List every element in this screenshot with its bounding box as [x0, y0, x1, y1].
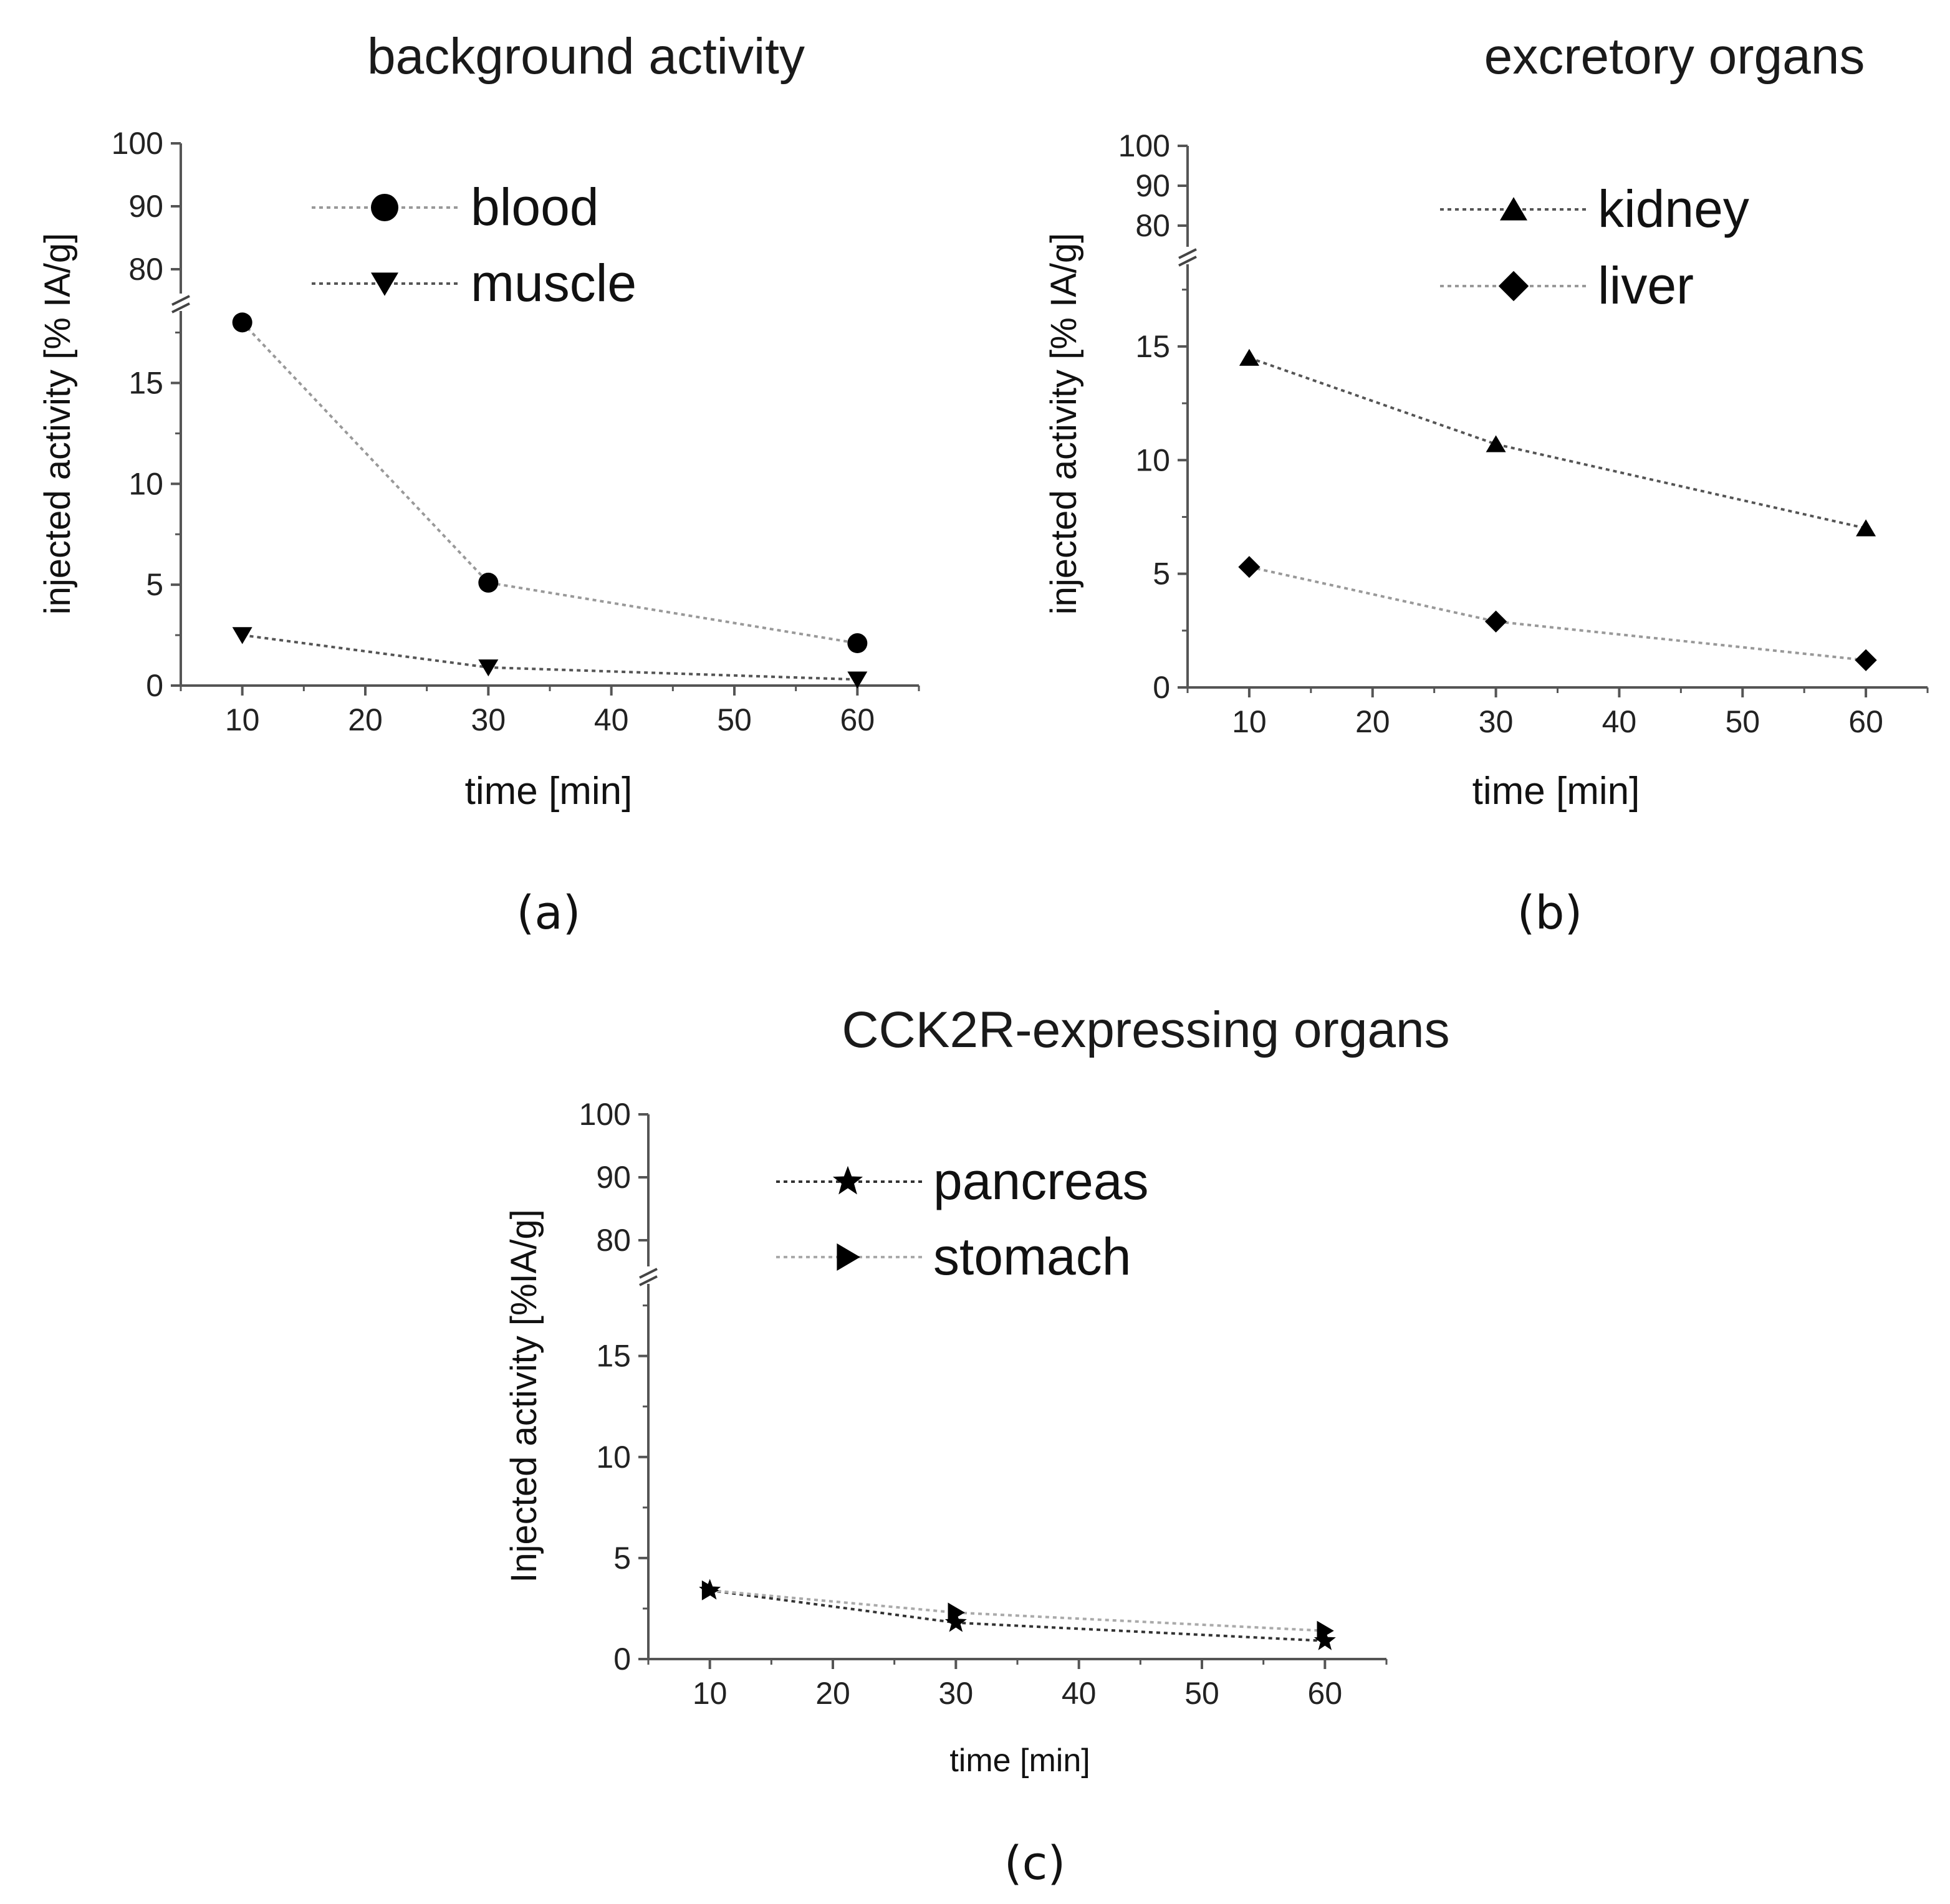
axis-break-mark [639, 1275, 658, 1286]
y-tick-label: 15 [596, 1339, 631, 1374]
x-tick-label: 20 [815, 1676, 850, 1711]
y-axis-label-c: Injected activity [%IA/g] [504, 1209, 544, 1583]
y-tick-label: 80 [128, 252, 163, 287]
plot-area-a: 10 20 30 40 50 60 0 5 10 15 80 90 100 blood muscle [112, 126, 920, 737]
y-tick-label: 0 [146, 668, 163, 703]
data-point-liver [1484, 610, 1507, 633]
y-tick-label: 5 [613, 1541, 631, 1576]
x-tick-label: 40 [1062, 1676, 1097, 1711]
panel-c: CCK2R-expressing organs 10 20 30 40 50 600510… [504, 1002, 1450, 1890]
y-tick-label: 90 [128, 189, 163, 224]
legend-label-pancreas: pancreas [933, 1152, 1149, 1210]
x-tick-label: 20 [1355, 704, 1390, 739]
chart-title-c: CCK2R-expressing organs [842, 1002, 1449, 1058]
plot-area-c: 10 20 30 40 50 60 0 5 10 15 80 90 100 pancreas stomach [579, 1097, 1388, 1711]
axis-break-mark [171, 302, 190, 313]
legend-marker-blood [371, 194, 398, 221]
x-tick-label: 50 [717, 702, 752, 737]
data-point-muscle [232, 627, 252, 644]
legend-marker-liver [1498, 270, 1529, 302]
y-tick-label: 10 [128, 466, 163, 501]
axis-break-mark [1178, 256, 1197, 267]
y-axis-label-a: injected activity [% IA/g] [37, 233, 78, 615]
y-tick-label: 0 [613, 1642, 631, 1677]
y-tick-label: 5 [1153, 557, 1170, 591]
panel-label-a: (a) [516, 886, 580, 940]
legend-label-liver: liver [1598, 256, 1694, 315]
y-tick-label: 15 [128, 365, 163, 400]
plot-area-b: 10 20 30 40 50 60 0 5 10 15 80 90 100 kidney liver [1118, 128, 1929, 739]
x-axis-label-a: time [min] [465, 770, 633, 813]
data-point-pancreas [944, 1611, 967, 1632]
y-tick-label: 90 [596, 1160, 631, 1195]
y-tick-label: 10 [596, 1440, 631, 1475]
x-axis-label-b: time [min] [1472, 770, 1640, 813]
data-point-stomach [1317, 1620, 1334, 1641]
panel-label-b: (b) [1517, 886, 1583, 940]
data-point-liver [1855, 649, 1877, 671]
data-point-kidney [1239, 348, 1259, 366]
x-tick-label: 10 [693, 1676, 728, 1711]
data-point-kidney [1486, 435, 1506, 452]
x-tick-label: 20 [348, 702, 383, 737]
legend-label-stomach: stomach [933, 1227, 1131, 1286]
y-tick-label: 5 [146, 567, 163, 602]
legend-marker-stomach [837, 1243, 860, 1271]
data-point-blood [847, 633, 868, 654]
x-axis-label-c: time [min] [949, 1743, 1090, 1779]
x-tick-label: 30 [939, 1676, 974, 1711]
x-tick-label: 10 [225, 702, 260, 737]
legend-marker-pancreas [832, 1165, 863, 1195]
y-tick-label: 100 [112, 126, 163, 161]
data-point-stomach [701, 1580, 719, 1600]
y-tick-label: 90 [1135, 168, 1170, 203]
x-tick-label: 40 [1602, 704, 1637, 739]
y-tick-label: 100 [1118, 128, 1170, 163]
legend-label-kidney: kidney [1598, 179, 1749, 238]
data-point-blood [232, 312, 252, 333]
data-point-kidney [1856, 519, 1876, 537]
data-point-blood [478, 572, 499, 593]
series-line-liver [1249, 565, 1866, 662]
data-point-liver [1238, 556, 1261, 578]
x-tick-label: 60 [1308, 1676, 1343, 1711]
data-point-muscle [847, 671, 868, 689]
axis-break-mark [1178, 248, 1197, 259]
y-tick-label: 10 [1135, 443, 1170, 477]
x-tick-label: 30 [471, 702, 506, 737]
panel-a: background activity 10 20 30 40 50 60 0 5 10 15 80… [37, 28, 920, 940]
y-axis-label-b: injected activity [% IA/g] [1044, 233, 1084, 615]
legend-label-blood: blood [471, 178, 599, 236]
x-tick-label: 30 [1479, 704, 1514, 739]
data-point-pancreas [1314, 1629, 1336, 1650]
x-tick-label: 40 [594, 702, 629, 737]
legend-marker-muscle [371, 272, 398, 296]
data-point-muscle [478, 659, 499, 677]
y-tick-label: 100 [579, 1097, 631, 1132]
chart-title-a: background activity [367, 28, 805, 85]
x-tick-label: 10 [1232, 704, 1267, 739]
y-tick-label: 0 [1153, 670, 1170, 705]
x-tick-label: 50 [1184, 1676, 1219, 1711]
series-line-kidney [1249, 356, 1866, 530]
axis-break-mark [639, 1268, 658, 1279]
y-tick-label: 15 [1135, 329, 1170, 364]
data-point-stomach [948, 1602, 965, 1623]
panel-label-c: (c) [1004, 1837, 1065, 1890]
legend-marker-kidney [1500, 197, 1527, 221]
x-tick-label: 60 [1848, 704, 1883, 739]
panel-b: excretory organs 10 20 30 40 50 6005101580901… [1044, 28, 1929, 940]
series-line-blood [241, 321, 858, 644]
x-tick-label: 50 [1725, 704, 1760, 739]
y-tick-label: 80 [1135, 208, 1170, 243]
chart-title-b: excretory organs [1484, 28, 1865, 85]
x-tick-label: 60 [840, 702, 875, 737]
series-line-muscle [242, 634, 858, 681]
legend-label-muscle: muscle [471, 254, 636, 312]
y-tick-label: 80 [596, 1223, 631, 1258]
axis-break-mark [171, 295, 190, 306]
